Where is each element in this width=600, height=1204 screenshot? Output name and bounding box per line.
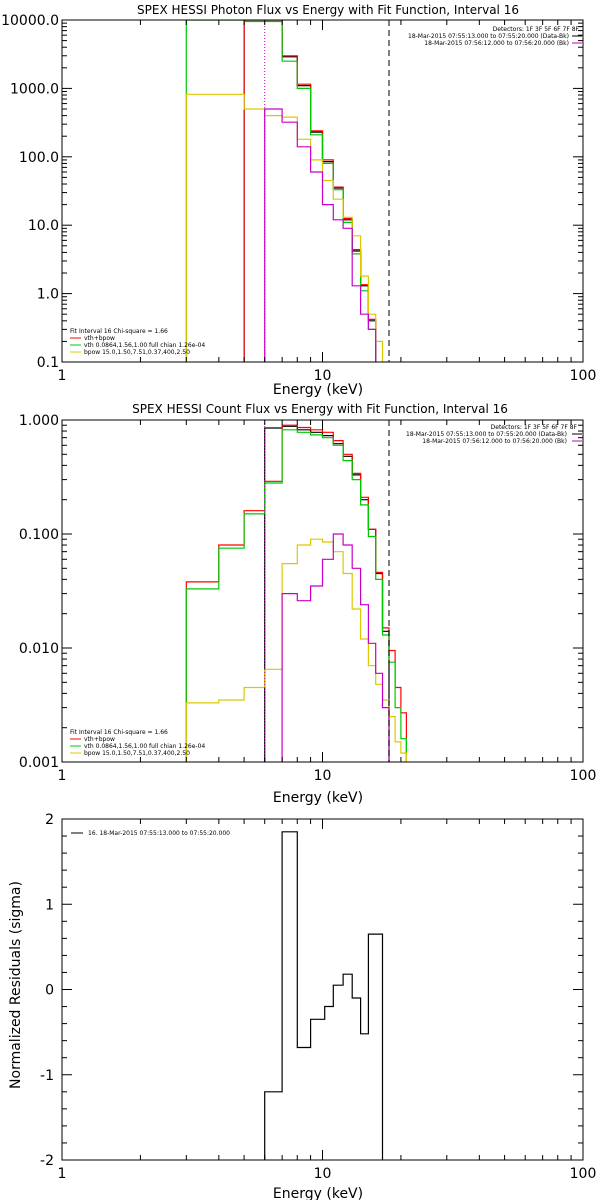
y-tick-label: 0.010 <box>19 641 59 657</box>
y-tick-label: 100.0 <box>19 150 59 166</box>
x-tick-label: 100 <box>570 368 597 384</box>
panel2-legend-top: Detectors: 1F 3F 5F 6F 7F 8F 18-Mar-2015… <box>406 424 578 445</box>
panel2-xlabel: Energy (keV) <box>273 790 363 806</box>
series-data-line <box>243 20 377 362</box>
y-tick-label: 1.0 <box>37 287 59 303</box>
panel3-legend-label: 16. 18-Mar-2015 07:55:13.000 to 07:55:20… <box>88 830 230 837</box>
x-tick-label: 100 <box>570 1166 597 1182</box>
x-tick-label: 1 <box>58 368 67 384</box>
y-tick-label: 2 <box>45 812 54 828</box>
panel3-xlabel: Energy (keV) <box>273 1186 363 1200</box>
panel2-legend-detectors: Detectors: 1F 3F 5F 6F 7F 8F <box>491 424 578 431</box>
panel1-legend-bk-interval: 18-Mar-2015 07:56:12.000 to 07:56:20.000… <box>424 40 569 47</box>
series-bk-line <box>281 533 390 762</box>
count-flux-panel: SPEX HESSI Count Flux vs Energy with Fit… <box>19 402 596 806</box>
panel2-plot: 1 10 100 0.001 0.010 0.100 1.000 <box>19 413 596 784</box>
series-bk-line <box>264 108 377 362</box>
panel1-title: SPEX HESSI Photon Flux vs Energy with Fi… <box>137 3 519 17</box>
series-vth-line <box>185 429 407 762</box>
series-bpow-line <box>185 93 389 362</box>
panel2-legend-vth: vth 0.0864,1.56,1.00 full chian 1.26e-04 <box>84 743 205 750</box>
panel2-legend-data-interval: 18-Mar-2015 07:55:13.000 to 07:55:20.000… <box>406 431 567 438</box>
panel1-legend-detectors: Detectors: 1F 3F 5F 6F 7F 8F <box>493 26 580 33</box>
x-tick-label: 10 <box>314 768 332 784</box>
x-tick-label: 10 <box>314 368 332 384</box>
panel3-legend: 16. 18-Mar-2015 07:55:13.000 to 07:55:20… <box>71 830 230 837</box>
panel3-series-group <box>264 831 384 1160</box>
y-tick-label: 0.1 <box>37 355 59 371</box>
y-tick-label: -2 <box>40 1153 54 1169</box>
panel1-legend-total: vth+bpow <box>84 335 115 342</box>
panel1-legend-bpow: bpow 15.0,1.50,7.51,0.37,400,2.50 <box>84 349 190 356</box>
x-tick-label: 10 <box>314 1166 332 1182</box>
panel1-legend-top: Detectors: 1F 3F 5F 6F 7F 8F 18-Mar-2015… <box>408 26 580 47</box>
panel3-frame <box>61 818 584 1161</box>
y-tick-label: 1 <box>45 897 54 913</box>
panel2-title: SPEX HESSI Count Flux vs Energy with Fit… <box>132 402 508 416</box>
panel3-ylabel: Normalized Residuals (sigma) <box>8 881 24 1089</box>
panel1-xlabel: Energy (keV) <box>273 382 363 398</box>
panel1-legend-fit: Fit Interval 16 Chi-square = 1.66 <box>70 328 168 335</box>
series-vth-line <box>185 20 377 362</box>
panel2-legend-bpow: bpow 15.0,1.50,7.51,0.37,400,2.50 <box>84 750 190 757</box>
y-tick-label: -1 <box>40 1068 54 1084</box>
x-tick-label: 1 <box>58 1166 67 1182</box>
panel2-frame <box>61 419 584 763</box>
panel1-plot: 1 10 100 0.1 1.0 10.0 100.0 1000.0 10000.0 <box>1 13 596 384</box>
panel2-legend-bk-interval: 18-Mar-2015 07:56:12.000 to 07:56:20.000… <box>422 438 567 445</box>
series-residuals-line <box>264 831 384 1160</box>
photon-flux-panel: SPEX HESSI Photon Flux vs Energy with Fi… <box>1 3 596 398</box>
y-tick-label: 0.001 <box>19 755 59 771</box>
panel2-series-group <box>185 420 407 762</box>
x-tick-label: 100 <box>570 768 597 784</box>
panel1-legend-vth: vth 0.0864,1.56,1.00 full chian 1.26e-04 <box>84 342 205 349</box>
y-tick-label: 10000.0 <box>1 13 59 29</box>
panel2-legend-fit: Fit Interval 16 Chi-square = 1.66 <box>70 729 168 736</box>
panel1-legend-bottom: Fit Interval 16 Chi-square = 1.66 vth+bp… <box>70 328 205 356</box>
y-tick-label: 1000.0 <box>10 81 59 97</box>
series-total-line <box>243 20 377 362</box>
panel2-legend-bottom: Fit Interval 16 Chi-square = 1.66 vth+bp… <box>70 729 205 757</box>
panel1-legend-data-interval: 18-Mar-2015 07:55:13.000 to 07:55:20.000… <box>408 33 569 40</box>
y-tick-label: 10.0 <box>28 218 59 234</box>
y-tick-label: 0 <box>45 983 54 999</box>
panel2-legend-total: vth+bpow <box>84 736 115 743</box>
panel3-plot: 1 10 100 -2 -1 0 1 2 <box>40 812 596 1182</box>
y-tick-label: 0.100 <box>19 527 59 543</box>
panel1-series-group <box>185 20 390 362</box>
x-tick-label: 1 <box>58 768 67 784</box>
residuals-panel: 1 10 100 -2 -1 0 1 2 Energy (keV) Normalized Re… <box>8 812 596 1202</box>
y-tick-label: 1.000 <box>19 413 59 429</box>
